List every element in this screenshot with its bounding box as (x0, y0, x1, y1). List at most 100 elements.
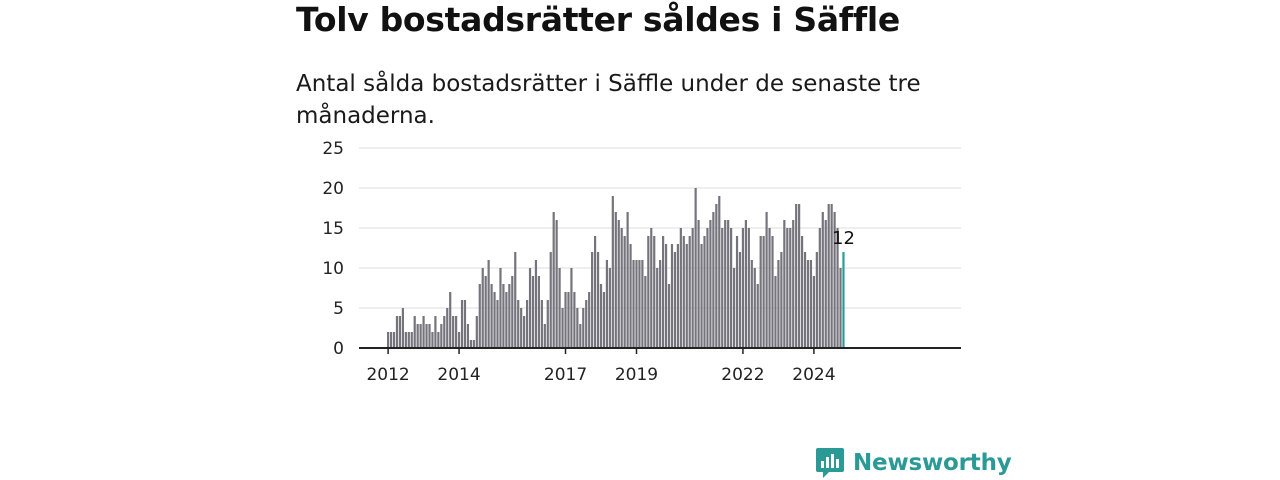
bar (786, 228, 789, 348)
bar (700, 244, 703, 348)
bar (795, 204, 798, 348)
bar (514, 252, 517, 348)
bar (398, 316, 402, 348)
bar (756, 284, 759, 348)
bar (623, 236, 626, 348)
bar (709, 220, 712, 348)
bar (602, 292, 606, 348)
bar (410, 332, 413, 348)
bar (469, 340, 472, 348)
bar (676, 244, 679, 348)
bar (650, 228, 653, 348)
bar (561, 308, 564, 348)
bar (511, 276, 514, 348)
bar (670, 244, 674, 348)
bar (478, 284, 481, 348)
bar (558, 268, 561, 348)
bar (738, 252, 742, 348)
y-tick-label: 20 (322, 179, 344, 199)
bar (777, 260, 780, 348)
bar (395, 316, 399, 348)
bar (635, 260, 638, 348)
bar (446, 308, 449, 348)
bar (747, 228, 750, 348)
bar (691, 228, 694, 348)
bar (744, 220, 747, 348)
bar (588, 292, 591, 348)
bar (765, 212, 768, 348)
bar (685, 244, 688, 348)
bar (712, 212, 715, 348)
bar (434, 316, 437, 348)
x-tick-label: 2017 (544, 365, 587, 385)
bar (662, 236, 665, 348)
y-axis-labels: 0 5 10 15 20 25 (322, 139, 344, 359)
bar (783, 220, 786, 348)
bars (387, 188, 845, 348)
bar (682, 236, 685, 348)
x-axis (359, 347, 961, 354)
bar (475, 316, 478, 348)
brand-name: Newsworthy (853, 450, 1012, 476)
bar (812, 276, 816, 348)
bar (582, 308, 585, 348)
bar (499, 268, 502, 348)
bar (457, 332, 461, 348)
highlight-value-label: 12 (832, 228, 855, 249)
bar (387, 332, 390, 348)
bar (632, 260, 635, 348)
bar (576, 308, 579, 348)
bar (830, 204, 833, 348)
bar (549, 252, 552, 348)
bar (484, 276, 487, 348)
bar (534, 260, 538, 348)
x-tick-label: 2012 (366, 365, 409, 385)
bar (706, 228, 709, 348)
bar (839, 268, 842, 348)
bar (815, 252, 818, 348)
bar (656, 268, 659, 348)
bar (579, 324, 582, 348)
bar (517, 300, 520, 348)
bar (768, 228, 771, 348)
bar (697, 220, 700, 348)
bar-highlight (842, 252, 845, 348)
bar (599, 284, 603, 348)
bar (809, 260, 813, 348)
bar (762, 236, 765, 348)
bar (520, 308, 523, 348)
bar (833, 212, 836, 348)
grid-lines (359, 147, 961, 309)
bar (641, 260, 644, 348)
bar (496, 300, 499, 348)
bar (774, 276, 777, 348)
x-tick-label: 2022 (721, 365, 764, 385)
bar (638, 260, 641, 348)
bar (724, 220, 727, 348)
bar (449, 292, 452, 348)
bar (818, 228, 821, 348)
bar-chart: 0 5 10 15 20 25 2012 2014 2017 2019 2022 2024 12 (322, 139, 961, 385)
bar (617, 220, 620, 348)
bar (443, 316, 446, 348)
bar (525, 300, 529, 348)
bar (508, 284, 511, 348)
y-tick-label: 0 (333, 339, 344, 359)
bar (531, 276, 535, 348)
bar (502, 284, 505, 348)
bar (425, 324, 428, 348)
bar (821, 212, 824, 348)
bar (608, 268, 611, 348)
bar (422, 316, 425, 348)
bar (437, 332, 440, 348)
bar (611, 196, 614, 348)
bar (593, 236, 597, 348)
bar (792, 220, 795, 348)
x-tick-label: 2014 (437, 365, 480, 385)
bar (407, 332, 410, 348)
bar (413, 316, 416, 348)
bar (735, 236, 739, 348)
bar (555, 220, 558, 348)
bar (428, 324, 431, 348)
bar (667, 284, 671, 348)
